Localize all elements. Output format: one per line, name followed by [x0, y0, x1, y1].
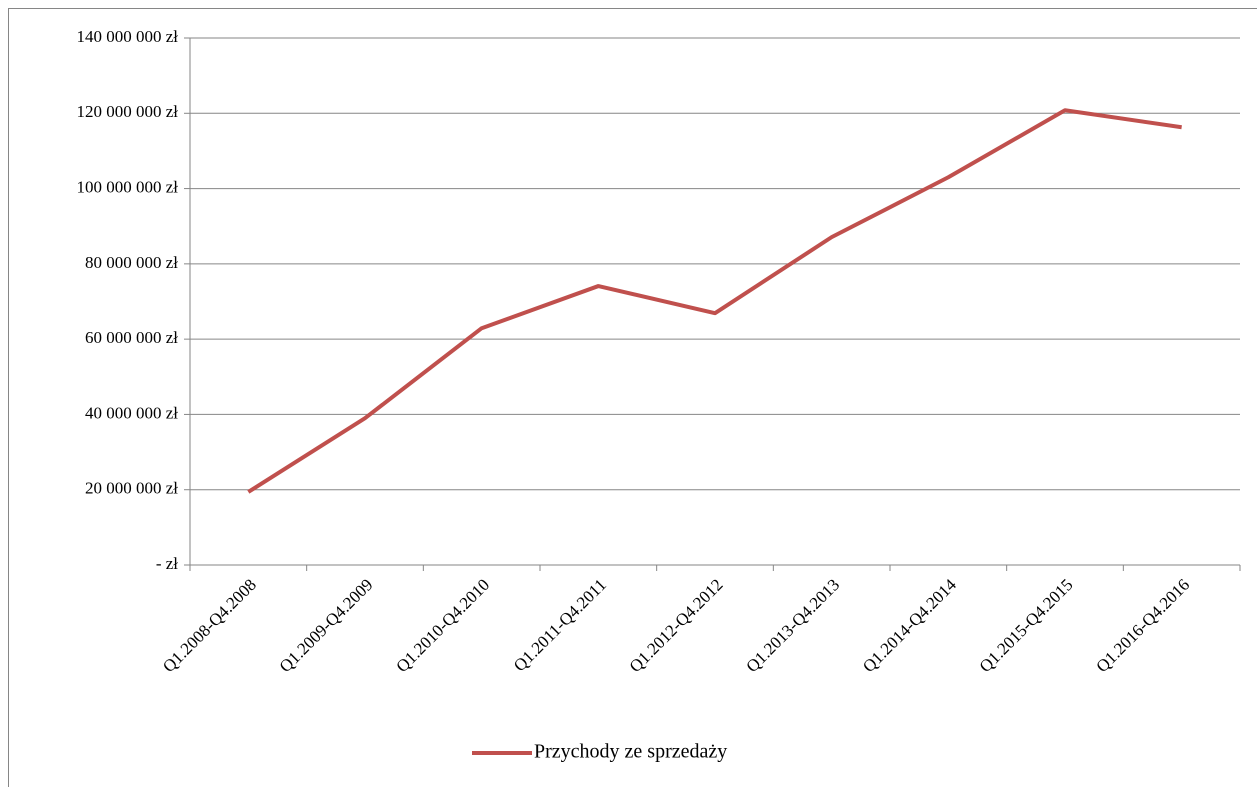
y-tick-label: 120 000 000 zł — [76, 102, 178, 121]
series-line — [247, 108, 1182, 494]
y-tick-label: - zł — [156, 554, 178, 573]
x-tick-label: Q1.2009-Q4.2009 — [276, 575, 377, 676]
x-tick-label: Q1.2014-Q4.2014 — [859, 575, 960, 676]
x-tick-label: Q1.2012-Q4.2012 — [626, 575, 727, 676]
x-tick-label: Q1.2015-Q4.2015 — [976, 575, 1077, 676]
y-tick-label: 60 000 000 zł — [85, 328, 178, 347]
x-tick-label: Q1.2011-Q4.2011 — [510, 575, 610, 675]
y-tick-label: 40 000 000 zł — [85, 403, 178, 422]
y-tick-label: 140 000 000 zł — [76, 27, 178, 46]
y-tick-label: 20 000 000 zł — [85, 479, 178, 498]
y-tick-label: 80 000 000 zł — [85, 253, 178, 272]
x-tick-label: Q1.2016-Q4.2016 — [1092, 575, 1193, 676]
x-tick-label: Q1.2010-Q4.2010 — [392, 575, 493, 676]
chart-frame — [8, 8, 1257, 787]
x-tick-label: Q1.2013-Q4.2013 — [742, 575, 843, 676]
x-tick-label: Q1.2008-Q4.2008 — [159, 575, 260, 676]
y-tick-label: 100 000 000 zł — [76, 177, 178, 196]
legend-label: Przychody ze sprzedaży — [534, 741, 727, 763]
